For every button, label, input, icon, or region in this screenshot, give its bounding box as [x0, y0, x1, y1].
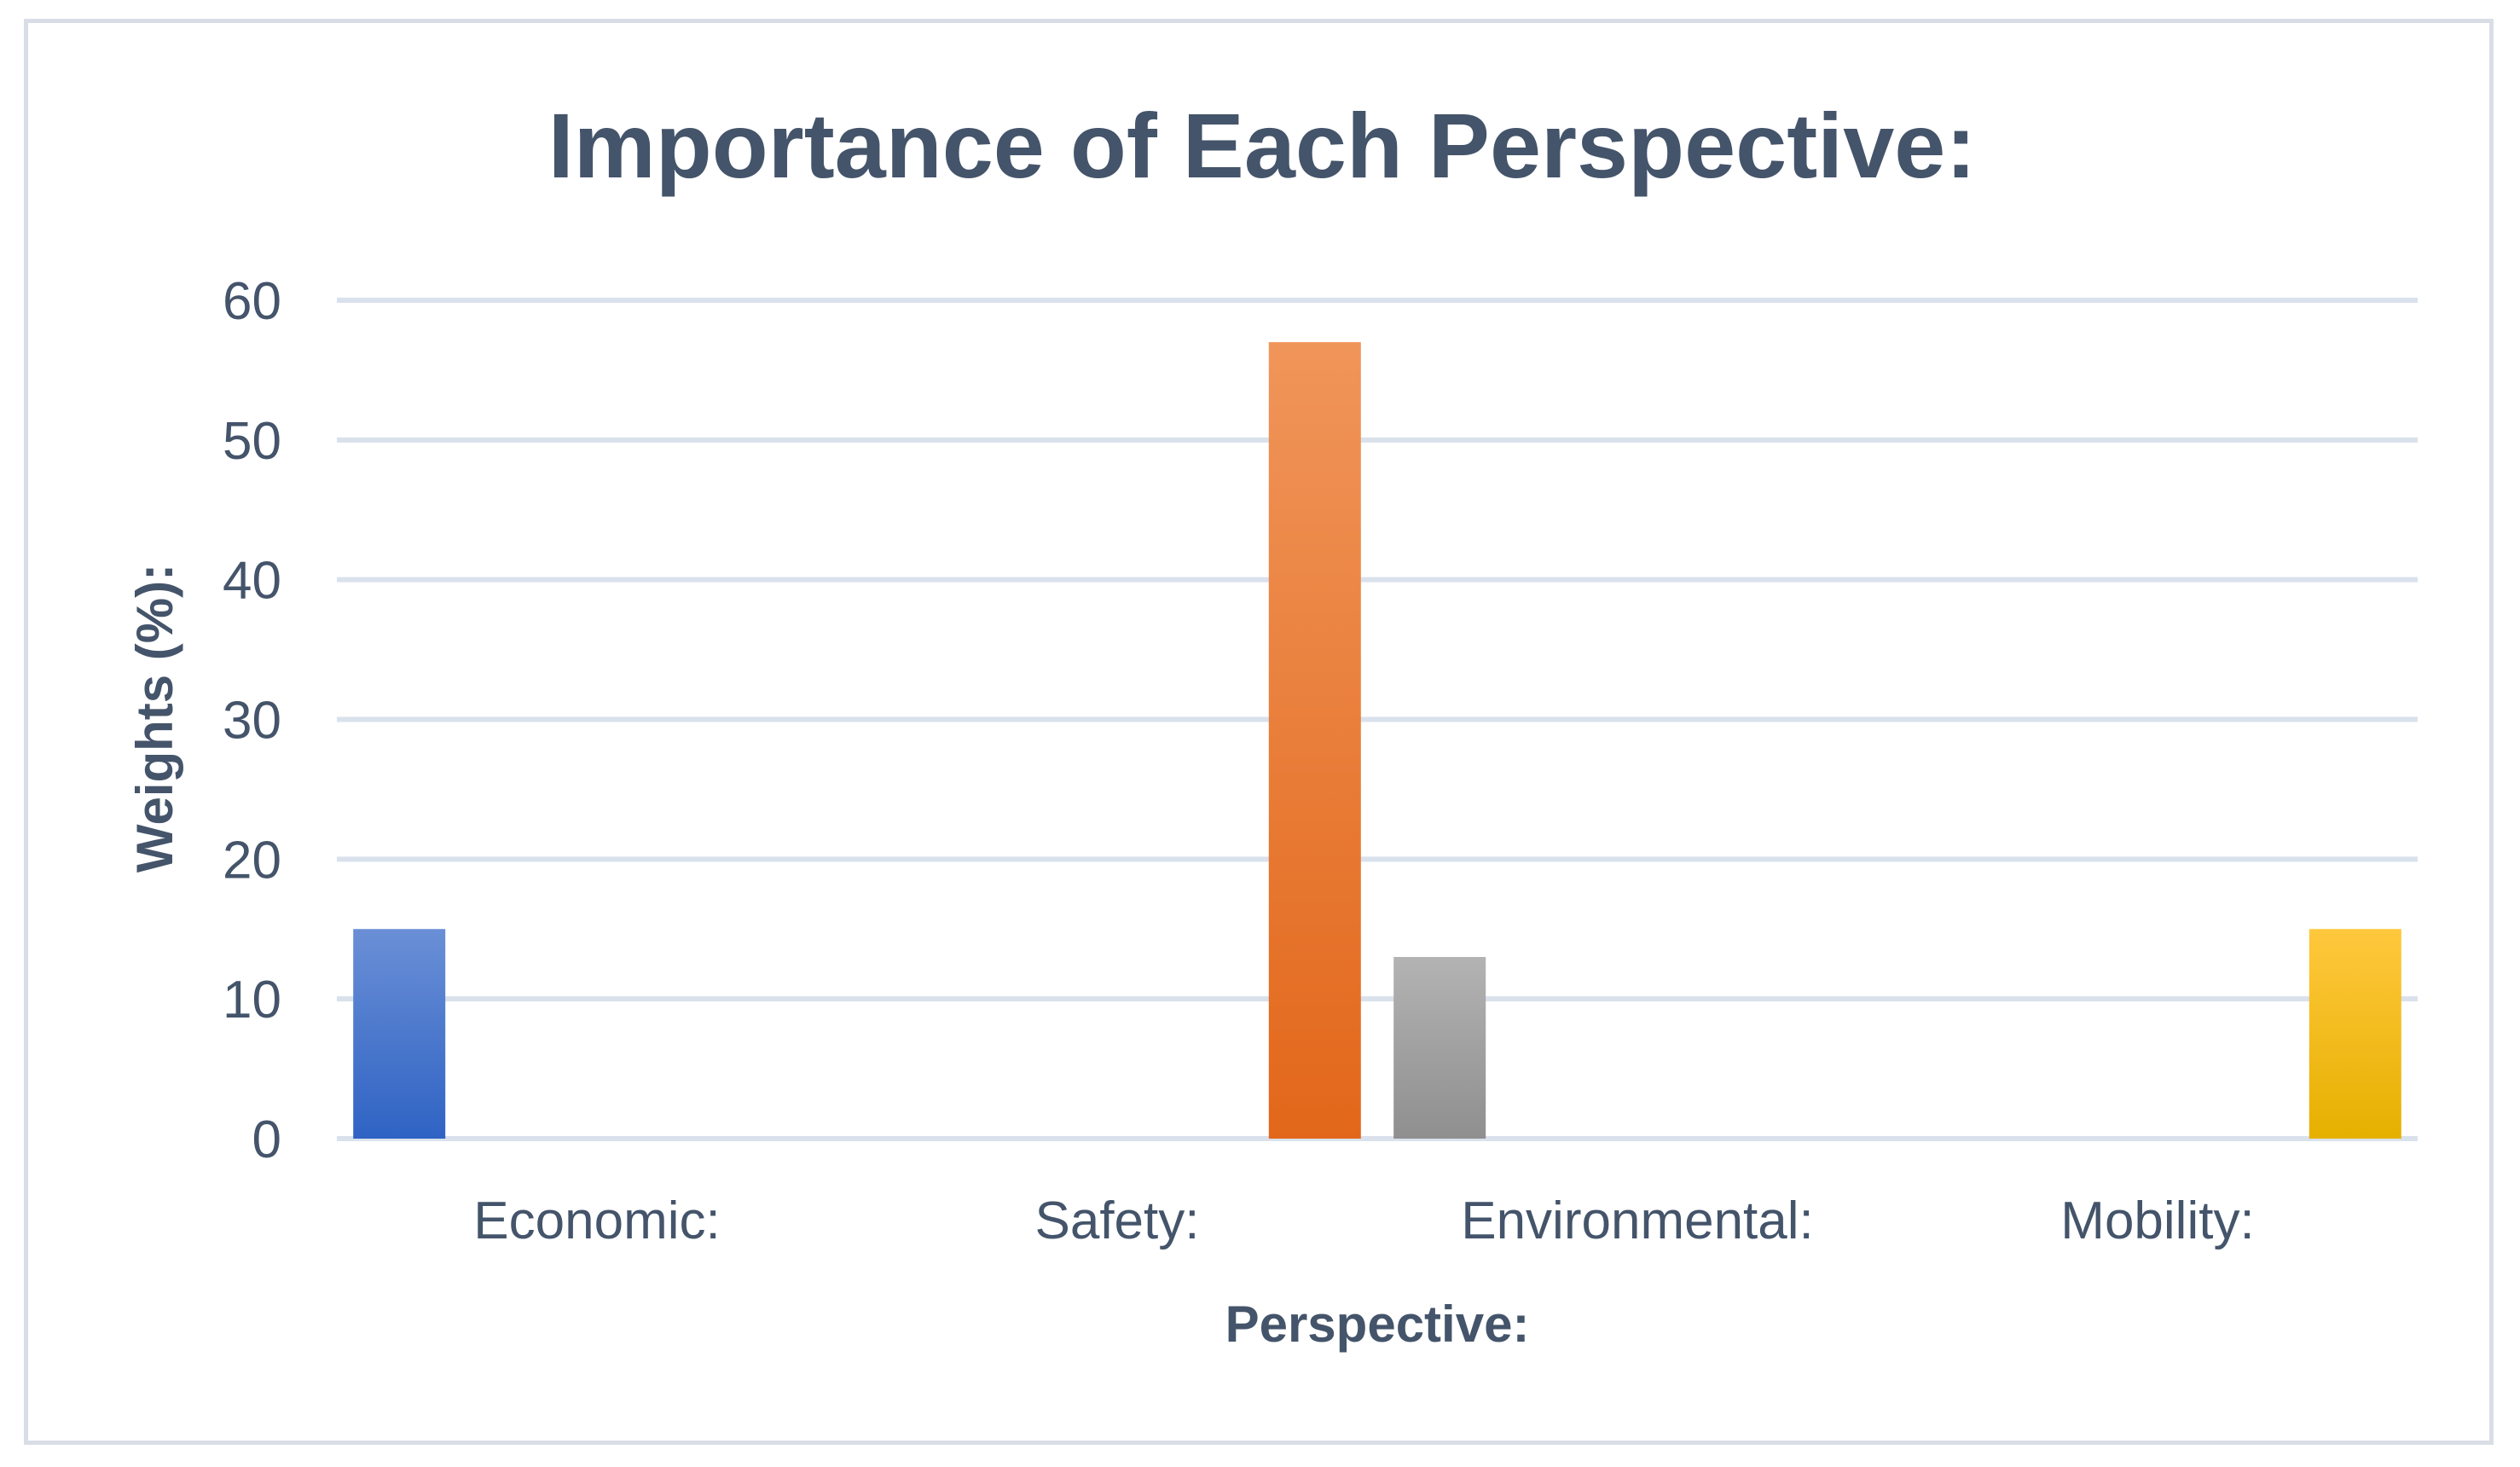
- y-tick-label: 30: [223, 692, 281, 751]
- x-axis-title: Perspective:: [1225, 1296, 1530, 1353]
- y-tick-label: 50: [223, 412, 281, 471]
- x-category-label: Environmental:: [1461, 1192, 1814, 1250]
- gridlines: [337, 298, 2418, 1141]
- bar-mobility: [2309, 929, 2401, 1139]
- x-category-label: Safety:: [1035, 1192, 1200, 1250]
- chart-frame: [24, 19, 2494, 1445]
- bar-safety: [1268, 342, 1361, 1139]
- y-tick-label: 10: [223, 971, 281, 1029]
- y-tick-label: 60: [223, 272, 281, 331]
- bar-environmental: [1393, 957, 1486, 1139]
- y-tick-label: 20: [223, 831, 281, 890]
- y-tick-label: 40: [223, 552, 281, 611]
- chart-title: Importance of Each Perspective:: [548, 94, 1977, 197]
- x-category-label: Economic:: [473, 1192, 720, 1250]
- y-axis-ticks: 0 10 20 30 40 50 60: [223, 272, 281, 1169]
- y-tick-label: 0: [252, 1110, 281, 1169]
- x-axis-categories: Economic: Safety: Environmental: Mobility:: [473, 1192, 2254, 1250]
- x-category-label: Mobility:: [2060, 1192, 2254, 1250]
- y-axis-title: Weights (%):: [126, 564, 183, 873]
- bar-economic: [353, 929, 446, 1139]
- bars: [353, 342, 2401, 1139]
